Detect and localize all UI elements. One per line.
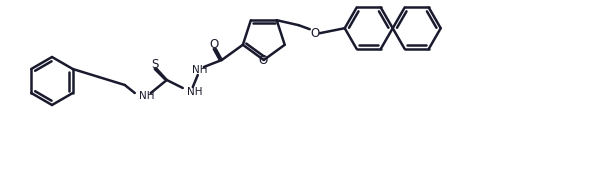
Text: NH: NH <box>139 91 154 101</box>
Text: O: O <box>310 27 319 40</box>
Text: NH: NH <box>192 65 208 75</box>
Text: NH: NH <box>187 87 202 97</box>
Text: O: O <box>258 54 267 66</box>
Text: O: O <box>209 38 219 51</box>
Text: S: S <box>151 57 158 70</box>
